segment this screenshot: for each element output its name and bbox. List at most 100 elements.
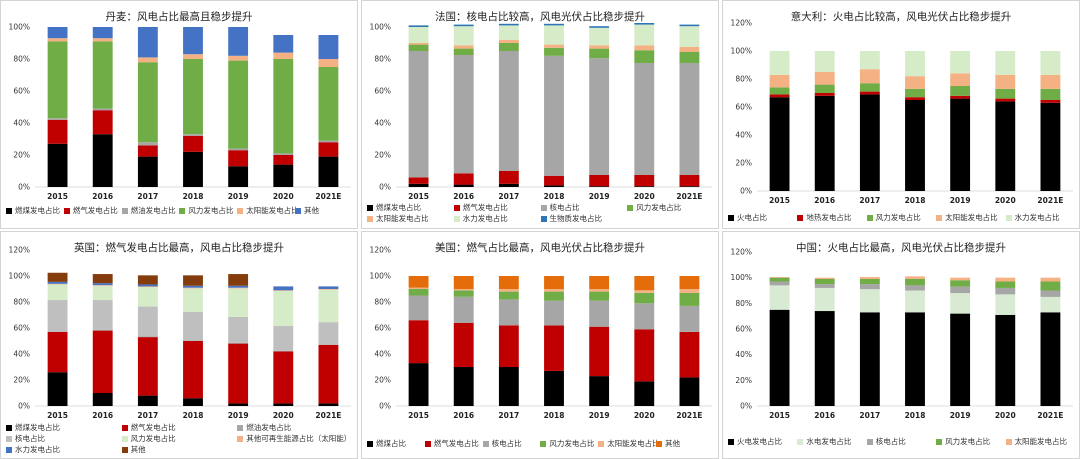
legend-item: 燃煤发电占比 [6,422,122,433]
bar-segment [544,25,564,45]
bar-segment [634,303,655,330]
y-tick-label: 20% [374,376,391,385]
bar-segment [905,51,925,77]
bar-segment [769,87,790,95]
chart-legend: 燃煤发电占比 燃气发电占比 核电占比 风力发电占比 太阳能发电占比 水力发电占比 生物质发电… [367,202,714,224]
legend-item: 燃油发电占比 [237,422,353,433]
bar-segment [273,164,294,187]
bar-segment [453,184,474,187]
bar-segment [1040,100,1061,103]
legend-swatch [598,440,605,447]
bar-segment [228,316,249,343]
bar-segment [47,118,68,120]
bar-segment [995,98,1016,102]
bar-segment [92,134,113,187]
legend-item: 太阳能发电占比 [237,205,299,216]
legend-item: 燃气发电占比 [63,205,122,216]
bar-segment [679,175,700,187]
legend-label: 风力发电占比 [188,206,234,215]
bar-segment [544,175,564,186]
bar-segment [544,55,564,176]
bar-segment [408,25,429,27]
bar-segment [544,370,564,406]
legend-swatch [627,204,634,211]
bar-segment [318,344,339,404]
bar-segment [273,350,294,352]
y-tick-label: 60% [13,324,30,333]
chart-panel-denmark: 丹麦：风电占比最高且稳步提升 0% 20% 40% 60% 80% 100% 2015 2016… [0,0,358,229]
y-tick-label: 100% [731,47,752,56]
chart-title: 英国：燃气发电占比最高，风电占比稳步提升 [74,242,284,254]
legend-item: 火电占比 [728,212,797,223]
bar-segment [589,26,610,28]
bar-segment [498,23,519,26]
bar-segment [47,38,68,42]
legend-item: 燃煤发电占比 [367,202,454,213]
bar-segment [408,183,429,187]
x-tick-label: 2015 [408,192,429,201]
bar-segment [814,72,835,85]
bar-segment [498,276,519,289]
legend-swatch [6,446,12,453]
chart-title: 中国：火电占比最高，风电光伏占比稳步提升 [796,242,1006,254]
y-tick-label: 40% [735,350,752,359]
bar-segment [905,97,925,100]
bar-segment [950,95,971,99]
bar-segment [589,300,610,327]
y-tick-label: 40% [13,350,30,359]
bar-segment [453,296,474,323]
x-tick-label: 2020 [995,196,1016,205]
bar-segment [228,287,249,289]
bar-segment [318,289,339,290]
bar-segment [544,44,564,48]
bar-segment [453,322,474,367]
bar-segment [995,101,1016,191]
bar-segment [589,376,610,406]
bar-segment [814,277,835,279]
legend-item: 风力发电占比 [866,212,936,223]
bar-segment [1040,281,1061,291]
bar-segment [183,135,203,152]
bar-segment [679,63,700,175]
bar-segment [995,88,1016,99]
bar-segment [137,286,158,288]
bar-segment [498,25,519,40]
x-tick-label: 2015 [408,411,429,420]
bar-segment [679,24,700,27]
legend-label: 燃油发电占比 [246,423,292,432]
x-tick-label: 2017 [137,192,158,201]
legend-label: 水电发电占比 [806,437,852,446]
y-tick-label: 0% [379,183,391,192]
bar-segment [679,289,700,293]
bar-segment [318,286,339,289]
legend-label: 水力发电占比 [462,214,508,223]
x-tick-label: 2020 [634,192,655,201]
legend-item: 水电发电占比 [797,436,866,447]
bar-segment [92,38,113,42]
bar-segment [544,185,564,187]
legend-swatch [367,204,373,211]
legend-item: 太阳能发电占比 [598,438,660,449]
legend-label: 燃煤发电占比 [15,423,60,432]
legend-item: 太阳能发电占比 [1005,436,1075,447]
bar-segment [589,186,610,187]
legend-item: 其他 [121,444,238,455]
bar-segment [589,45,610,49]
x-tick-label: 2018 [905,411,926,420]
y-tick-label: 120% [370,246,391,255]
legend-swatch [1005,438,1012,445]
legend-swatch [121,207,128,214]
chart-svg: 0% 20% 40% 60% 80% 100% 120% 2015 2016 2017 2018 20… [731,19,1073,205]
bar-segment [47,372,68,406]
bar-segment [408,177,429,184]
legend-swatch [367,215,373,222]
bar-segment [905,88,925,98]
legend-label: 地热发电占比 [806,213,852,222]
legend-label: 太阳能发电占比 [945,213,998,222]
chart-panel-uk: 英国：燃气发电占比最高，风电占比稳步提升 0% 20% 40% 60% 80% 100% 12… [0,231,358,459]
bar-segment [228,288,249,317]
bar-segment [47,272,68,282]
bar-segment [273,52,294,59]
bar-segment [92,330,113,393]
